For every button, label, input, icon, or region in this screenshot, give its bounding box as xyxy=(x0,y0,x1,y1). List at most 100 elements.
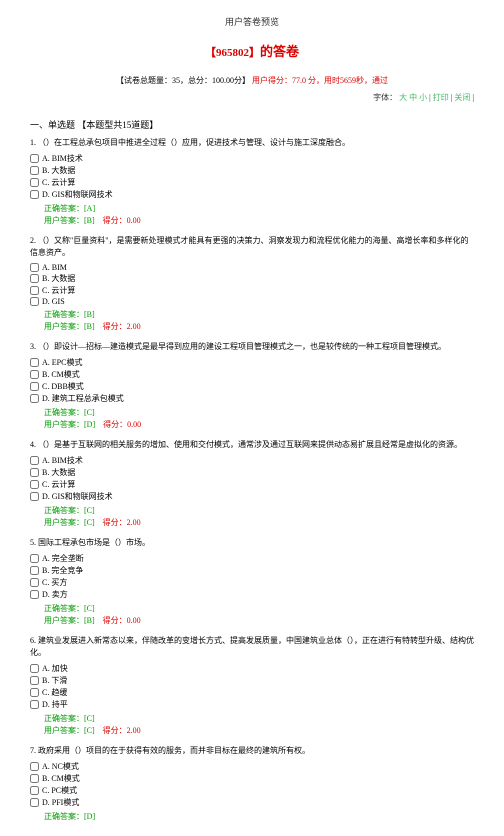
option-checkbox[interactable] xyxy=(30,274,39,283)
option-label: B. 大数据 xyxy=(42,273,75,284)
option-label: B. 完全竞争 xyxy=(42,565,83,576)
option-row: C. 买方 xyxy=(30,577,474,588)
option-row: D. GIS xyxy=(30,297,474,306)
user-answer-line: 用户答案：[D] 得分：0.00 xyxy=(30,419,474,430)
option-label: C. 买方 xyxy=(42,577,67,588)
option-checkbox[interactable] xyxy=(30,676,39,685)
option-label: D. GIS和物联网技术 xyxy=(42,189,113,200)
score-text: 得分：2.00 xyxy=(103,518,141,527)
option-checkbox[interactable] xyxy=(30,468,39,477)
option-checkbox[interactable] xyxy=(30,394,39,403)
option-checkbox[interactable] xyxy=(30,178,39,187)
option-checkbox[interactable] xyxy=(30,370,39,379)
option-label: C. DBB模式 xyxy=(42,381,84,392)
page-title: 用户答卷预览 xyxy=(0,0,504,36)
option-checkbox[interactable] xyxy=(30,664,39,673)
option-checkbox[interactable] xyxy=(30,762,39,771)
close-link[interactable]: 关闭 xyxy=(454,93,470,102)
option-row: D. GIS和物联网技术 xyxy=(30,189,474,200)
user-answer-text: 用户答案：[C] xyxy=(44,726,95,735)
option-label: D. PFI模式 xyxy=(42,797,79,808)
option-checkbox[interactable] xyxy=(30,554,39,563)
option-label: A. BIM技术 xyxy=(42,153,83,164)
option-row: B. 完全竞争 xyxy=(30,565,474,576)
option-checkbox[interactable] xyxy=(30,190,39,199)
meta-score: 用户得分：77.0 分，用时5659秒，通过 xyxy=(252,76,388,85)
correct-answer-line: 正确答案：[D] xyxy=(30,811,474,822)
option-checkbox[interactable] xyxy=(30,382,39,391)
correct-answer-line: 正确答案：[C] xyxy=(30,505,474,516)
option-checkbox[interactable] xyxy=(30,774,39,783)
option-row: D. PFI模式 xyxy=(30,797,474,808)
correct-answer-text: 正确答案：[C] xyxy=(44,408,95,417)
meta-total: 【试卷总题量：35，总分：100.00分】 xyxy=(116,76,250,85)
correct-answer-line: 正确答案：[A] xyxy=(30,203,474,214)
option-row: C. DBB模式 xyxy=(30,381,474,392)
option-label: B. 大数据 xyxy=(42,165,75,176)
question-block: 2. （）又称"巨量资料"，是需要新处理模式才能具有更强的决策力、洞察发现力和流… xyxy=(30,235,474,332)
option-row: A. 完全垄断 xyxy=(30,553,474,564)
option-row: D. 卖方 xyxy=(30,589,474,600)
correct-answer-text: 正确答案：[A] xyxy=(44,204,95,213)
correct-answer-line: 正确答案：[C] xyxy=(30,713,474,724)
option-label: A. 加快 xyxy=(42,663,68,674)
option-checkbox[interactable] xyxy=(30,578,39,587)
option-row: A. BIM技术 xyxy=(30,153,474,164)
question-text: 6. 建筑业发展进入新常态以来，伴随改革的变增长方式、提高发展质量，中国建筑业总… xyxy=(30,635,474,659)
option-checkbox[interactable] xyxy=(30,492,39,501)
question-block: 7. 政府采用（）项目的在于获得有效的服务，而并非目标在最终的建筑所有权。A. … xyxy=(30,745,474,822)
print-link[interactable]: 打印 xyxy=(433,93,449,102)
correct-answer-line: 正确答案：[C] xyxy=(30,603,474,614)
score-text: 得分：0.00 xyxy=(103,420,141,429)
option-label: A. BIM技术 xyxy=(42,455,83,466)
correct-answer-text: 正确答案：[C] xyxy=(44,604,95,613)
question-block: 1. （）在工程总承包项目中推进全过程（）应用，促进技术与管理、设计与施工深度融… xyxy=(30,137,474,226)
font-small-link[interactable]: 小 xyxy=(419,93,427,102)
option-label: D. GIS和物联网技术 xyxy=(42,491,113,502)
option-row: B. CM模式 xyxy=(30,773,474,784)
option-checkbox[interactable] xyxy=(30,798,39,807)
option-checkbox[interactable] xyxy=(30,263,39,272)
option-label: B. 下滑 xyxy=(42,675,67,686)
option-checkbox[interactable] xyxy=(30,700,39,709)
content-area: 一、单选题 【本题型共15道题】 1. （）在工程总承包项目中推进全过程（）应用… xyxy=(0,109,504,836)
font-large-link[interactable]: 大 xyxy=(399,93,407,102)
question-text: 5. 国际工程承包市场是（）市场。 xyxy=(30,537,474,549)
exam-id-label: 【965802】 xyxy=(205,47,260,59)
option-checkbox[interactable] xyxy=(30,786,39,795)
font-medium-link[interactable]: 中 xyxy=(409,93,417,102)
exam-suffix: 的答卷 xyxy=(260,44,299,59)
option-checkbox[interactable] xyxy=(30,456,39,465)
option-checkbox[interactable] xyxy=(30,480,39,489)
option-row: D. 持平 xyxy=(30,699,474,710)
correct-answer-line: 正确答案：[C] xyxy=(30,407,474,418)
option-checkbox[interactable] xyxy=(30,297,39,306)
option-row: A. BIM xyxy=(30,263,474,272)
option-checkbox[interactable] xyxy=(30,166,39,175)
option-label: B. CM模式 xyxy=(42,773,80,784)
option-checkbox[interactable] xyxy=(30,590,39,599)
question-block: 6. 建筑业发展进入新常态以来，伴随改革的变增长方式、提高发展质量，中国建筑业总… xyxy=(30,635,474,736)
tools-row: 字体： 大 中 小 | 打印 | 关闭 | xyxy=(0,89,504,109)
option-label: A. EPC模式 xyxy=(42,357,82,368)
user-answer-line: 用户答案：[B] 得分：0.00 xyxy=(30,215,474,226)
user-answer-text: 用户答案：[B] xyxy=(44,322,95,331)
option-label: B. 大数据 xyxy=(42,467,75,478)
option-label: C. 云计算 xyxy=(42,285,75,296)
option-row: B. 下滑 xyxy=(30,675,474,686)
option-row: B. 大数据 xyxy=(30,467,474,478)
meta-row: 【试卷总题量：35，总分：100.00分】 用户得分：77.0 分，用时5659… xyxy=(0,70,504,89)
option-checkbox[interactable] xyxy=(30,688,39,697)
option-row: D. 建筑工程总承包模式 xyxy=(30,393,474,404)
option-row: D. GIS和物联网技术 xyxy=(30,491,474,502)
option-label: A. BIM xyxy=(42,263,67,272)
option-row: C. 趋缓 xyxy=(30,687,474,698)
option-checkbox[interactable] xyxy=(30,154,39,163)
option-checkbox[interactable] xyxy=(30,286,39,295)
option-row: C. 云计算 xyxy=(30,479,474,490)
option-row: A. 加快 xyxy=(30,663,474,674)
option-checkbox[interactable] xyxy=(30,566,39,575)
option-checkbox[interactable] xyxy=(30,358,39,367)
option-label: A. NC模式 xyxy=(42,761,79,772)
score-text: 得分：2.00 xyxy=(103,322,141,331)
